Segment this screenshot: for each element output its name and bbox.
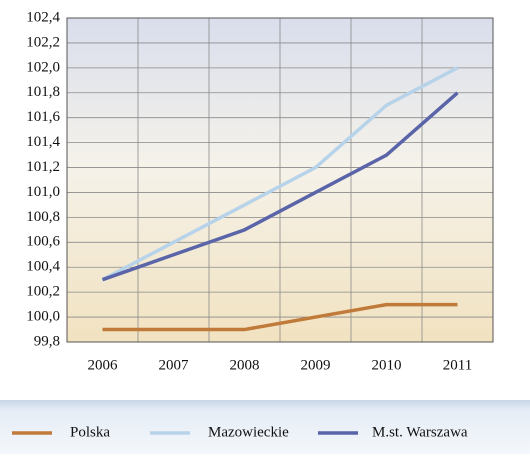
- y-tick-label: 101,2: [26, 159, 60, 175]
- x-tick-label: 2011: [443, 357, 472, 373]
- x-tick-label: 2008: [230, 357, 260, 373]
- plot-frame: [66, 17, 494, 343]
- legend-band: [0, 400, 530, 454]
- y-tick-label: 100,2: [26, 284, 60, 300]
- y-tick-label: 101,6: [26, 109, 60, 125]
- legend-label: Mazowieckie: [208, 424, 289, 440]
- y-tick-label: 100,8: [26, 209, 60, 225]
- y-tick-label: 100,0: [26, 309, 60, 325]
- series-line: [101, 91, 459, 282]
- series-line: [102, 302, 458, 332]
- x-tick-label: 2010: [372, 357, 402, 373]
- legend-label: M.st. Warszawa: [372, 424, 468, 440]
- y-tick-label: 101,0: [26, 184, 60, 200]
- y-tick-label: 99,8: [34, 333, 60, 349]
- x-tick-label: 2007: [159, 357, 190, 373]
- y-tick-label: 100,6: [26, 234, 60, 250]
- legend-label: Polska: [70, 424, 110, 440]
- x-tick-label: 2006: [88, 357, 119, 373]
- y-tick-label: 102,4: [26, 9, 60, 25]
- y-tick-label: 100,4: [26, 259, 60, 275]
- series-line: [101, 66, 459, 282]
- y-tick-label: 101,4: [26, 134, 60, 150]
- y-tick-label: 101,8: [26, 84, 60, 100]
- y-tick-label: 102,2: [26, 34, 60, 50]
- y-tick-label: 102,0: [26, 59, 60, 75]
- x-tick-label: 2009: [301, 357, 331, 373]
